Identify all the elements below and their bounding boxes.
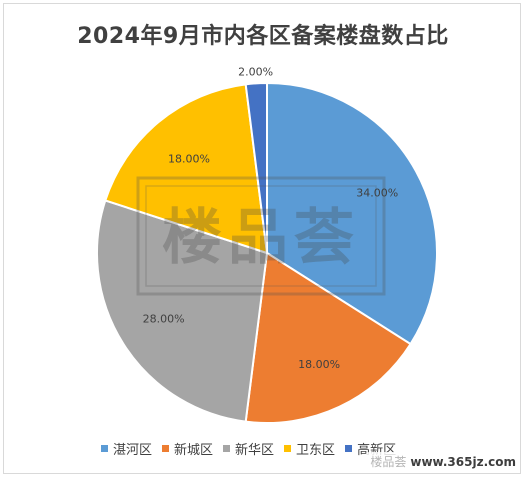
center-watermark: 楼品荟: [136, 176, 386, 296]
pie-slice-xinhua: [96, 199, 269, 423]
watermark-frame: [136, 176, 386, 296]
legend-label-xinhua: 新华区: [235, 442, 275, 458]
legend-swatch-xinhua: [223, 444, 231, 452]
legend-item-weidong: 卫东区: [284, 439, 335, 458]
legend-swatch-xincheng: [162, 444, 170, 452]
legend-swatch-weidong: [284, 444, 292, 452]
data-label-xinhua: 28.00%: [143, 313, 185, 326]
chart-title: 2024年9月市内各区备案楼盘数占比: [77, 24, 449, 49]
corner-watermark-url: www.365jz.com: [410, 455, 516, 469]
data-label-zhanhe: 34.00%: [356, 186, 398, 199]
legend-item-xincheng: 新城区: [162, 439, 213, 458]
data-label-weidong: 18.00%: [168, 153, 210, 166]
pie-slice-weidong: [104, 83, 269, 255]
pie-slice-xincheng: [244, 251, 412, 424]
legend-label-weidong: 卫东区: [296, 442, 336, 458]
legend-swatch-gaoxin: [345, 444, 353, 452]
pie-slices: [96, 81, 439, 424]
watermark-text: 楼品荟: [162, 203, 360, 273]
data-label-xincheng: 18.00%: [298, 358, 340, 371]
legend-item-xinhua: 新华区: [223, 439, 274, 458]
corner-watermark: 楼品荟 www.365jz.com: [366, 452, 520, 471]
watermark-inner-frame: [145, 185, 377, 287]
data-label-gaoxin: 2.00%: [238, 65, 273, 78]
pie-data-labels: 34.00% 18.00% 28.00% 18.00% 2.00%: [143, 65, 399, 370]
legend-label-zhanhe: 湛河区: [113, 442, 153, 458]
legend-label-xincheng: 新城区: [174, 442, 214, 458]
corner-watermark-faint: 楼品荟: [370, 455, 407, 469]
legend-swatch-zhanhe: [101, 444, 108, 452]
chart-legend: 湛河区 新城区 新华区 卫东区 高新区: [101, 437, 396, 459]
pie-slice-gaoxin: [244, 81, 268, 254]
legend-item-zhanhe: 湛河区: [101, 439, 152, 458]
